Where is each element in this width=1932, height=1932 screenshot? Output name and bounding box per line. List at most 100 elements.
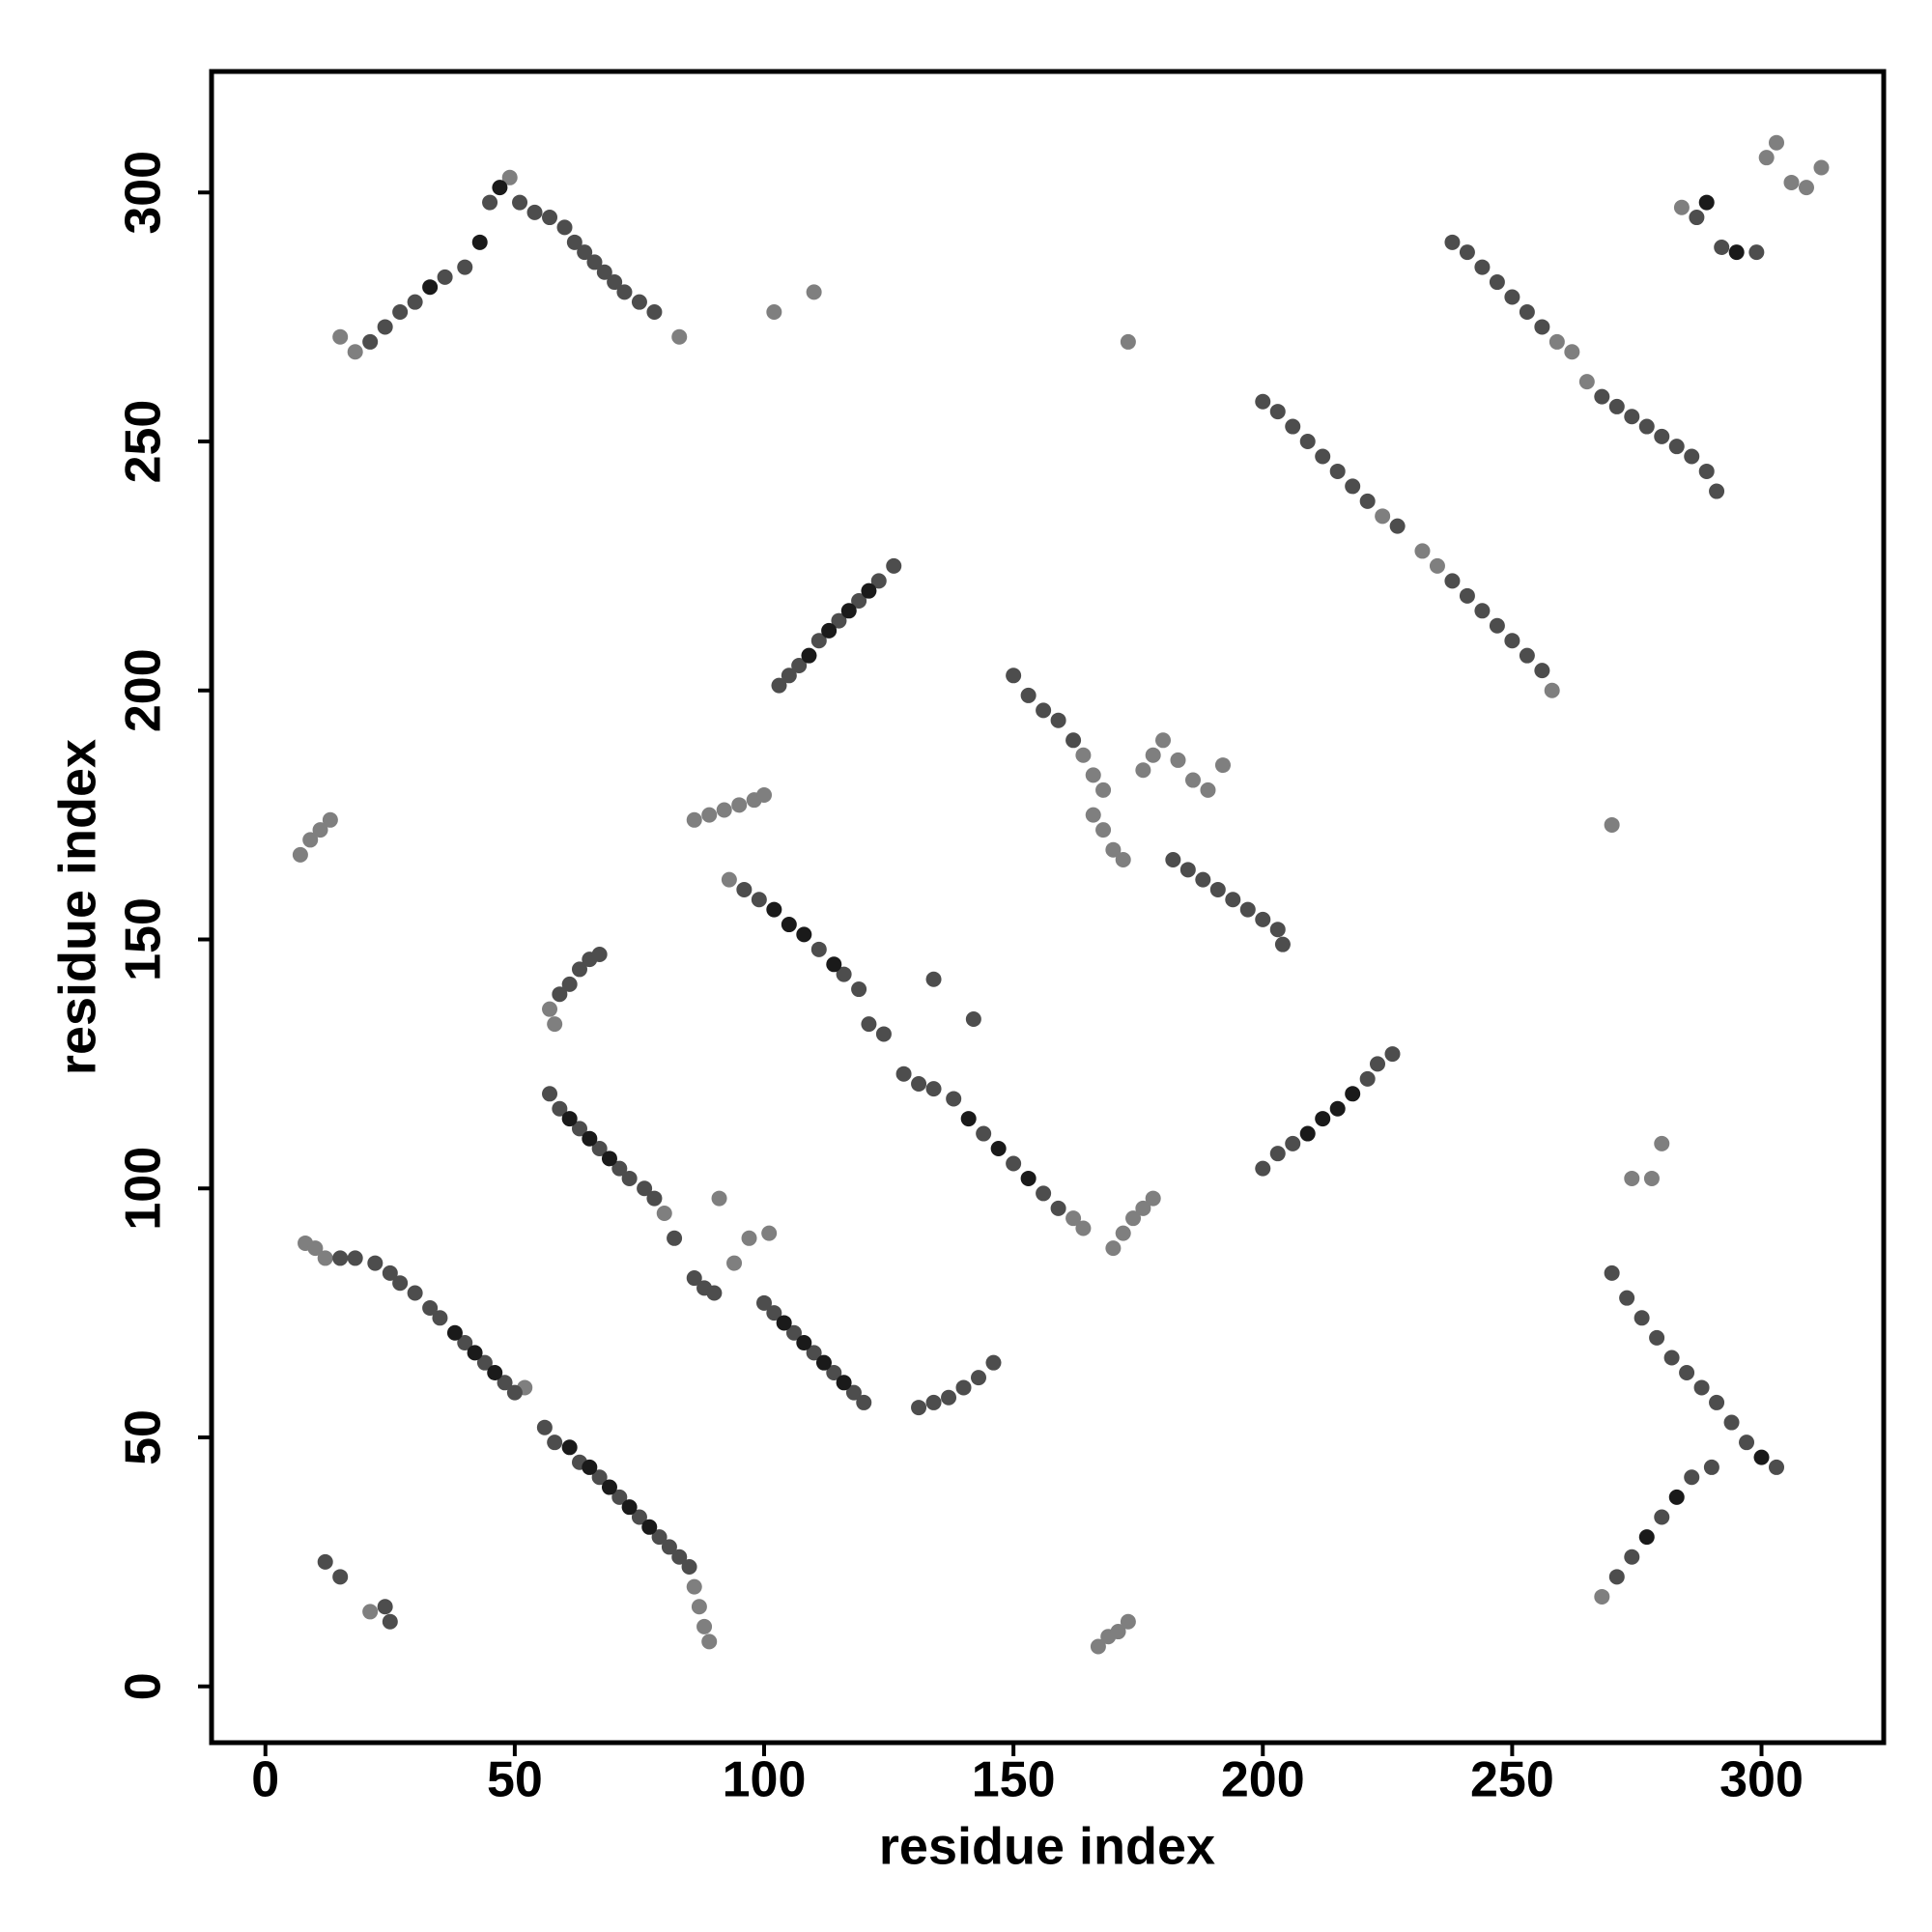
point [392,303,409,320]
x-tick-label: 0 [251,1752,279,1808]
point [1359,493,1376,509]
y-tick-label: 300 [116,151,172,235]
point [1654,1135,1670,1151]
point [506,1384,523,1401]
point [1036,702,1052,719]
point [362,1604,379,1620]
point [1135,1200,1151,1216]
point [1329,463,1346,479]
point [1783,174,1800,190]
point [1798,180,1814,196]
point [631,1509,647,1525]
point [726,1255,743,1271]
point [781,668,797,684]
point [561,976,578,992]
point [667,1230,683,1246]
point [1255,393,1271,410]
point [607,274,623,291]
point [836,966,852,982]
point [990,1141,1007,1157]
point [582,1459,598,1475]
point [681,1559,697,1576]
point [960,1111,977,1127]
point [861,582,877,599]
point [911,1076,927,1093]
point [711,1190,727,1207]
x-tick-label: 250 [1470,1752,1554,1808]
point [1693,1379,1710,1396]
point [332,1250,349,1266]
point [1095,822,1112,838]
point [671,1548,688,1565]
point [1619,1290,1635,1306]
point [1006,1155,1022,1172]
point [840,603,857,619]
point [1165,852,1181,868]
point [446,1324,463,1341]
point [851,592,867,609]
point [1758,150,1775,166]
point [347,1250,363,1266]
point [561,1111,578,1127]
point [1145,1190,1161,1207]
point [976,1125,992,1142]
point [611,1160,628,1177]
point [1684,1469,1700,1486]
point [756,787,773,804]
point [501,169,518,185]
point [646,303,663,320]
x-tick-label: 100 [723,1752,807,1808]
point [1748,244,1765,261]
point [810,941,827,957]
point [591,946,608,962]
x-tick-label: 300 [1719,1752,1804,1808]
point [471,234,488,250]
point [377,1599,393,1615]
point [621,1499,638,1516]
point [392,1275,409,1292]
point [741,1230,757,1246]
point [1813,159,1830,176]
point [1564,344,1580,360]
point [716,802,732,818]
point [691,1599,707,1615]
point [1125,1210,1142,1227]
point [1519,647,1535,664]
point [1714,239,1730,255]
point [1534,319,1550,335]
point [1489,274,1505,291]
point [1709,1394,1725,1410]
point [1085,767,1101,783]
point [736,881,753,897]
point [925,971,942,987]
point [457,259,473,275]
point [482,194,498,211]
point [526,204,543,220]
point [810,633,827,649]
point [317,1250,333,1266]
point [1170,752,1186,768]
point [1489,617,1505,634]
point [791,657,808,673]
point [1769,1459,1785,1475]
point [1739,1435,1755,1451]
point [1065,732,1082,749]
x-tick-label: 150 [972,1752,1056,1808]
point [821,622,838,639]
point [1459,587,1475,604]
point [911,1400,927,1416]
point [631,294,647,310]
point [1668,1489,1685,1505]
point [637,1180,653,1197]
point [332,328,349,345]
point [1155,732,1172,749]
point [1329,1100,1346,1117]
point [796,1335,812,1351]
point [476,1354,493,1371]
point [322,811,338,828]
point [1459,244,1475,261]
point [1638,1529,1655,1546]
point [1624,409,1640,425]
point [641,1519,658,1535]
